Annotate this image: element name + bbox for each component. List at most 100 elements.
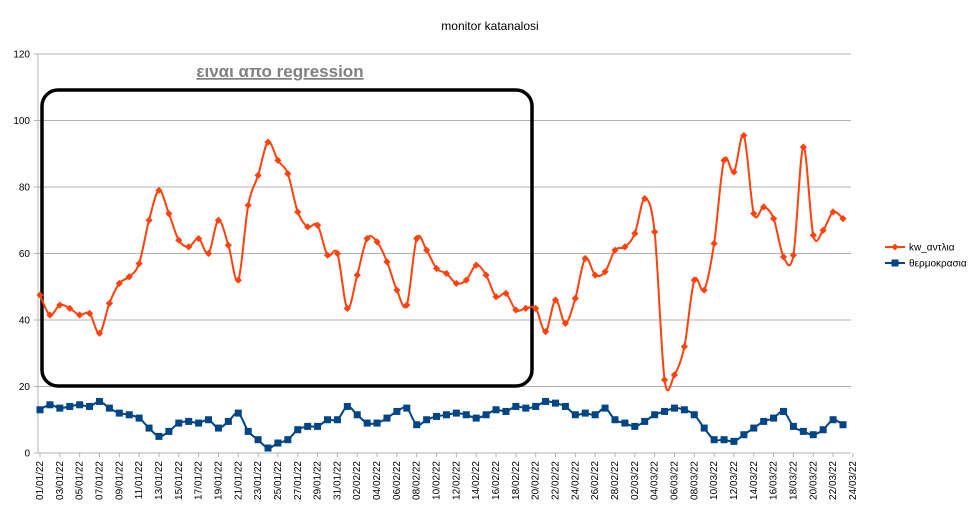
- data-point: [541, 328, 550, 336]
- data-point: [244, 201, 252, 209]
- data-point: [621, 243, 629, 251]
- data-point: [195, 234, 203, 243]
- data-point: [393, 286, 401, 294]
- x-tick-label: 15/01/22: [174, 461, 185, 500]
- data-point: [720, 436, 728, 444]
- data-point: [323, 416, 331, 424]
- data-point: [462, 276, 470, 284]
- data-point: [264, 444, 272, 452]
- data-point: [829, 208, 837, 216]
- x-tick-label: 22/02/22: [551, 461, 562, 500]
- data-point: [799, 143, 807, 151]
- data-point: [105, 299, 113, 307]
- chart-title: monitor katanalosi: [441, 19, 538, 33]
- x-tick-label: 20/03/22: [808, 461, 819, 500]
- data-point: [86, 402, 94, 410]
- data-point: [125, 411, 133, 419]
- x-tick-label: 27/01/22: [293, 461, 304, 500]
- data-point: [552, 399, 560, 407]
- y-tick-label: 0: [24, 449, 30, 460]
- data-point: [472, 414, 480, 422]
- highlight-box: [40, 88, 534, 388]
- data-point: [115, 279, 123, 288]
- data-point: [95, 329, 104, 337]
- data-point: [760, 203, 768, 211]
- data-point: [403, 404, 411, 412]
- x-tick-label: 24/03/22: [848, 461, 859, 500]
- x-tick-label: 07/01/22: [94, 461, 105, 500]
- data-point: [690, 276, 698, 284]
- x-tick-label: 14/03/22: [749, 461, 760, 500]
- x-tick-label: 31/01/22: [332, 461, 343, 500]
- x-tick-label: 03/01/22: [55, 461, 66, 500]
- series-kw-antlia: [36, 131, 847, 392]
- data-point: [819, 226, 827, 234]
- data-point: [690, 411, 698, 419]
- x-tick-label: 04/03/22: [650, 461, 661, 500]
- data-point: [353, 411, 361, 419]
- data-point: [452, 279, 460, 288]
- data-point: [611, 246, 619, 254]
- data-point: [85, 309, 94, 317]
- gridlines: [34, 53, 851, 454]
- data-point: [512, 306, 520, 314]
- data-point: [304, 223, 312, 231]
- x-tick-label: 18/03/22: [788, 461, 799, 500]
- data-point: [789, 422, 797, 430]
- data-point: [145, 216, 153, 224]
- data-point: [175, 236, 183, 244]
- data-point: [651, 411, 659, 419]
- x-tick-label: 06/02/22: [392, 461, 403, 500]
- data-point: [155, 186, 163, 194]
- data-point: [294, 208, 302, 216]
- data-point: [363, 234, 371, 243]
- x-tick-label: 12/03/22: [729, 461, 740, 500]
- data-point: [284, 436, 292, 444]
- x-tick-label: 17/01/22: [194, 461, 205, 500]
- axes: [37, 54, 851, 454]
- y-tick-label: 80: [19, 183, 31, 194]
- x-tick-label: 05/01/22: [75, 461, 86, 500]
- series-thermokrasia: [36, 397, 847, 452]
- data-point: [205, 416, 213, 424]
- data-point: [492, 406, 500, 414]
- data-point: [750, 210, 758, 218]
- data-point: [611, 416, 619, 424]
- data-point: [641, 417, 649, 425]
- data-point: [660, 376, 669, 384]
- y-tick-label: 120: [13, 50, 30, 61]
- legend: kw_αντλια θερμοκρασια: [885, 243, 967, 270]
- data-point: [780, 407, 788, 415]
- data-point: [581, 409, 589, 417]
- legend-item: kw_αντλια: [885, 243, 955, 254]
- x-tick-label: 09/01/22: [114, 461, 125, 500]
- x-tick-label: 29/01/22: [313, 461, 324, 500]
- data-point: [145, 424, 153, 432]
- data-point: [373, 238, 381, 246]
- data-point: [760, 417, 768, 425]
- data-point: [314, 422, 322, 430]
- x-tick-label: 21/01/22: [233, 461, 244, 500]
- x-tick-label: 28/02/22: [610, 461, 621, 500]
- y-tick-labels: 0 20 40 60 80 100 120: [13, 50, 30, 460]
- data-point: [135, 259, 143, 268]
- data-point: [56, 404, 64, 412]
- y-tick-label: 20: [19, 382, 31, 393]
- data-point: [383, 414, 391, 422]
- data-point: [492, 293, 500, 301]
- data-point: [343, 402, 351, 410]
- x-tick-label: 10/03/22: [709, 461, 720, 500]
- data-point: [383, 258, 391, 266]
- x-tick-label: 08/02/22: [412, 461, 423, 500]
- data-point: [561, 402, 569, 410]
- data-point: [125, 273, 133, 281]
- y-tick-label: 40: [19, 316, 31, 327]
- data-point: [254, 436, 262, 444]
- data-point: [502, 289, 510, 297]
- data-point: [244, 427, 252, 435]
- data-point: [770, 414, 778, 422]
- data-point: [413, 421, 421, 429]
- data-point: [313, 221, 322, 229]
- data-point: [363, 419, 371, 427]
- data-point: [115, 409, 123, 417]
